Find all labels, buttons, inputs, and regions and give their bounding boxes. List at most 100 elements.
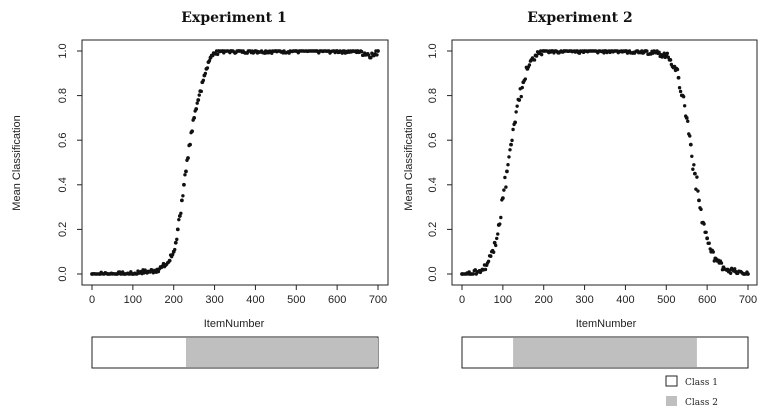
data-point bbox=[733, 267, 737, 271]
data-point bbox=[523, 77, 528, 81]
class-bar bbox=[91, 336, 379, 369]
data-point bbox=[532, 58, 537, 62]
data-point bbox=[199, 89, 203, 94]
data-point bbox=[214, 49, 219, 53]
data-point bbox=[359, 49, 364, 54]
data-point bbox=[516, 97, 520, 102]
class-2-segment bbox=[185, 338, 378, 367]
data-point bbox=[528, 59, 533, 63]
chart-title: Experiment 1 bbox=[181, 10, 286, 26]
data-point bbox=[691, 167, 695, 171]
data-point bbox=[181, 194, 185, 198]
y-tick-label: 0.0 bbox=[57, 266, 69, 281]
legend: Class 1 Class 2 bbox=[665, 375, 718, 408]
x-tick-label: 500 bbox=[657, 294, 675, 306]
data-point bbox=[657, 50, 661, 54]
y-tick-label: 0.2 bbox=[427, 222, 439, 237]
data-point bbox=[487, 254, 492, 258]
data-point bbox=[688, 134, 692, 138]
y-tick-label: 0.6 bbox=[427, 133, 439, 148]
chart-title: Experiment 2 bbox=[527, 10, 632, 26]
x-tick-label: 500 bbox=[287, 294, 305, 306]
x-tick-label: 300 bbox=[575, 294, 593, 306]
data-point bbox=[675, 67, 680, 72]
data-point bbox=[193, 109, 197, 113]
data-point bbox=[692, 163, 696, 167]
data-point bbox=[506, 163, 510, 167]
x-tick-label: 600 bbox=[328, 294, 346, 306]
data-point bbox=[745, 270, 749, 274]
data-point bbox=[197, 93, 201, 97]
data-point bbox=[496, 232, 500, 236]
data-point bbox=[662, 51, 666, 55]
x-tick-label: 200 bbox=[165, 294, 183, 306]
data-point bbox=[182, 182, 186, 187]
data-point bbox=[209, 53, 214, 58]
y-tick-label: 0.2 bbox=[57, 222, 69, 237]
data-point bbox=[189, 130, 193, 135]
data-point bbox=[494, 243, 498, 248]
x-axis-label: ItemNumber bbox=[204, 318, 265, 330]
data-point bbox=[676, 75, 681, 80]
data-point bbox=[184, 169, 188, 174]
data-point bbox=[179, 211, 183, 216]
data-point bbox=[702, 222, 706, 226]
data-point bbox=[471, 272, 475, 276]
class-2-segment bbox=[513, 338, 697, 367]
data-point bbox=[514, 110, 518, 114]
data-point bbox=[187, 143, 191, 148]
data-point bbox=[527, 63, 532, 67]
data-point bbox=[666, 55, 671, 59]
chart-panel-experiment-2: Experiment 2 Mean Classification ItemNum… bbox=[403, 10, 758, 369]
data-point bbox=[175, 237, 179, 242]
data-point bbox=[515, 104, 519, 108]
x-tick-label: 100 bbox=[494, 294, 512, 306]
data-point bbox=[507, 155, 511, 159]
data-point bbox=[699, 207, 703, 212]
chart-panel-experiment-1: Experiment 1 Mean Classification ItemNum… bbox=[11, 10, 389, 369]
data-point bbox=[536, 51, 541, 56]
axis-ticks: 0 100 200 300 400 500 600 700 0.0 0.2 0.4 0.6 0.8 1.0 bbox=[57, 43, 387, 306]
y-tick-label: 0.8 bbox=[57, 88, 69, 103]
data-points bbox=[90, 49, 380, 276]
x-tick-label: 200 bbox=[535, 294, 553, 306]
data-point bbox=[185, 158, 189, 162]
x-tick-label: 300 bbox=[205, 294, 223, 306]
plot-frame bbox=[81, 39, 389, 286]
data-point bbox=[504, 185, 508, 189]
x-tick-label: 700 bbox=[369, 294, 387, 306]
data-point bbox=[705, 236, 710, 241]
data-point bbox=[499, 215, 503, 220]
data-point bbox=[495, 236, 499, 241]
data-point bbox=[681, 95, 686, 99]
data-point bbox=[719, 261, 724, 265]
data-point bbox=[177, 214, 182, 218]
data-point bbox=[482, 263, 487, 267]
legend-label-class-1: Class 1 bbox=[685, 378, 718, 388]
data-point bbox=[511, 127, 515, 132]
data-point bbox=[678, 89, 683, 94]
data-points bbox=[460, 49, 750, 276]
data-point bbox=[704, 230, 708, 234]
data-point bbox=[369, 56, 373, 60]
y-tick-label: 0.0 bbox=[427, 266, 439, 281]
legend-swatch-class-2 bbox=[666, 396, 677, 406]
data-point bbox=[177, 217, 181, 222]
data-point bbox=[534, 54, 539, 58]
data-point bbox=[166, 260, 171, 264]
data-point bbox=[690, 154, 694, 159]
data-point bbox=[173, 247, 177, 252]
y-tick-label: 0.8 bbox=[427, 88, 439, 103]
data-point bbox=[170, 252, 175, 257]
x-tick-label: 700 bbox=[739, 294, 757, 306]
data-point bbox=[375, 53, 379, 57]
data-point bbox=[512, 122, 516, 127]
data-point bbox=[173, 240, 178, 245]
y-tick-label: 0.4 bbox=[57, 177, 69, 192]
data-point bbox=[520, 85, 524, 90]
data-point bbox=[205, 66, 210, 70]
data-point bbox=[510, 138, 514, 143]
data-point bbox=[195, 101, 199, 105]
data-point bbox=[692, 171, 697, 176]
